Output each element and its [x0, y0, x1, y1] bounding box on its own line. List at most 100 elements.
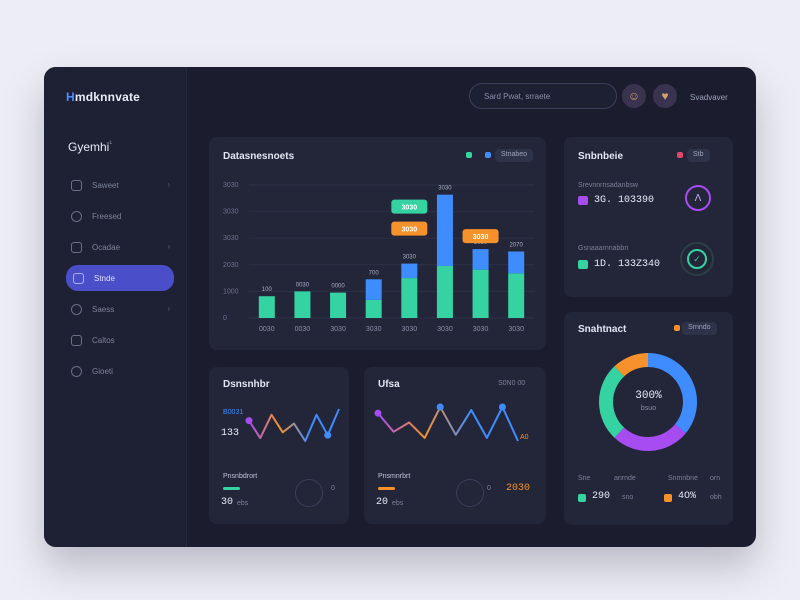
- bar-green[interactable]: [436, 266, 453, 318]
- x-tick-label: 3030: [366, 326, 382, 333]
- section-title: Gyemhi¹: [68, 139, 112, 154]
- line-card-1-value: 133: [221, 428, 240, 439]
- cloud-icon: [71, 303, 82, 315]
- donut-legend-value: 4O%: [678, 491, 697, 502]
- line-series: [248, 408, 340, 442]
- stats-row-icon: [578, 196, 588, 205]
- bar-blue[interactable]: [508, 251, 525, 274]
- bar-tag-label: 3030: [473, 234, 489, 241]
- donut-legend-suffix: sno: [622, 494, 634, 501]
- bar-tag[interactable]: [391, 221, 428, 236]
- line-card-1-ring: [295, 479, 323, 507]
- line-card-2-bottom-suffix: ebs: [392, 500, 404, 507]
- bar-green[interactable]: [294, 291, 311, 318]
- chevron-right-icon: ›: [167, 304, 170, 313]
- donut-legend-label: Snmnbne: [668, 475, 698, 482]
- sidebar-item[interactable]: Saweet ›: [64, 172, 174, 198]
- line-card-1-highlight: B0031: [223, 409, 244, 416]
- bar-green[interactable]: [258, 296, 275, 318]
- bar-data-label: 100: [262, 287, 273, 293]
- bar-tag[interactable]: [462, 229, 499, 244]
- sidebar-item-label: Ocadae: [92, 242, 121, 252]
- bar-blue[interactable]: [401, 263, 418, 279]
- bar-blue[interactable]: [436, 194, 453, 267]
- bar-blue[interactable]: [472, 249, 489, 270]
- bar-tag[interactable]: [391, 199, 428, 214]
- donut-chart: [599, 353, 697, 451]
- bar-blue[interactable]: [365, 279, 382, 300]
- x-tick-label: 3030: [508, 326, 524, 333]
- check-icon[interactable]: ✓: [687, 249, 707, 269]
- sidebar-item-label: Caltos: [92, 335, 115, 345]
- legend-swatch-green: [578, 494, 586, 502]
- donut-pill[interactable]: Srnndo: [682, 322, 717, 335]
- legend-swatch-orange: [664, 494, 672, 502]
- donut-slice[interactable]: [647, 353, 697, 434]
- bar-green[interactable]: [472, 269, 489, 318]
- line-point[interactable]: [374, 409, 382, 417]
- line-card-2-ring: [456, 479, 484, 507]
- donut-legend-tail: anrnde: [614, 475, 636, 482]
- line-point[interactable]: [245, 417, 253, 425]
- donut-center-value: 300%: [635, 390, 662, 402]
- avatar-user[interactable]: ♥: [653, 84, 677, 108]
- x-tick-label: 3030: [473, 326, 489, 333]
- stats-card: Snbnbeie Stb Srevnnrnsadanbsw 3G. 103390…: [564, 137, 733, 297]
- y-tick-label: 3030: [223, 235, 239, 242]
- folder-icon: [71, 241, 82, 253]
- sidebar-item[interactable]: Freesed: [64, 203, 174, 229]
- x-tick-label: 3030: [330, 326, 346, 333]
- bar-chart: 3030 3030 3030 2030 1000 0 100 0030 0030 0030 0000…: [223, 182, 534, 333]
- bar-data-label: 0030: [296, 282, 310, 288]
- stats-row-icon: [578, 260, 588, 269]
- sidebar-item[interactable]: Caltos: [64, 327, 174, 353]
- sidebar-item-label: Freesed: [92, 211, 122, 221]
- sidebar-item[interactable]: Gioeti: [64, 358, 174, 384]
- printer-icon: [71, 334, 82, 346]
- stats-row-label: Srevnnrnsadanbsw: [578, 182, 638, 189]
- user-name[interactable]: Svadvaver: [690, 93, 728, 102]
- y-tick-label: 2030: [223, 262, 239, 269]
- sidebar-item[interactable]: Stnde: [66, 265, 174, 291]
- bar-green[interactable]: [508, 273, 525, 318]
- line-card-1-bottom-right: 0: [331, 485, 335, 492]
- line-chart-1: [245, 408, 340, 442]
- line-card-2-end-label: A0: [520, 434, 529, 441]
- bar-data-label: 3030: [403, 255, 417, 261]
- donut-slice[interactable]: [614, 424, 686, 451]
- stats-ring-icon[interactable]: Λ: [685, 185, 711, 211]
- chevron-right-icon: ›: [167, 180, 170, 189]
- search-input[interactable]: Sard Pwat, srraete: [469, 83, 617, 109]
- y-tick-label: 0: [223, 315, 227, 322]
- stats-row-label: Gsnaaarnnabbn: [578, 245, 629, 252]
- x-tick-label: 3030: [437, 326, 453, 333]
- line-point[interactable]: [498, 403, 506, 411]
- line-card-1-bottom-label: Pnsnbdrort: [223, 473, 258, 480]
- bar-data-label: 2070: [510, 243, 524, 249]
- line-point[interactable]: [324, 431, 332, 439]
- avatar[interactable]: ☺: [622, 84, 646, 108]
- line-card-1-title: Dsnsnhbr: [223, 379, 270, 390]
- legend-pill[interactable]: Stnabeo: [495, 149, 534, 162]
- x-tick-label: 0030: [295, 326, 311, 333]
- bar-green[interactable]: [365, 299, 382, 318]
- line-card-1-bottom-value: 30: [221, 497, 234, 508]
- donut-dot: [674, 325, 680, 331]
- chart-icon: [73, 272, 84, 284]
- line-card-1: Dsnsnhbr B0031 133 Pnsnbdrort 30 ebs 0: [209, 367, 349, 524]
- bar-green[interactable]: [330, 292, 347, 318]
- sidebar-item[interactable]: Saess ›: [64, 296, 174, 322]
- line-chart-2: [374, 403, 519, 442]
- sidebar-item[interactable]: Ocadae ›: [64, 234, 174, 260]
- bar-chart-title: Datasnesnoets: [223, 151, 295, 162]
- donut-slice[interactable]: [599, 366, 625, 438]
- donut-card: Snahtnact Srnndo 300% bsuo Sne anrnde Sn…: [564, 312, 733, 525]
- legend-dot-blue: [485, 152, 491, 158]
- line-point[interactable]: [436, 403, 444, 411]
- bar-green[interactable]: [401, 278, 418, 318]
- sidebar-item-label: Saess: [92, 304, 115, 314]
- donut-slice[interactable]: [614, 353, 649, 377]
- stats-pill[interactable]: Stb: [687, 149, 710, 162]
- app-logo[interactable]: Hmdknnvate: [66, 90, 140, 104]
- donut-card-title: Snahtnact: [578, 324, 627, 335]
